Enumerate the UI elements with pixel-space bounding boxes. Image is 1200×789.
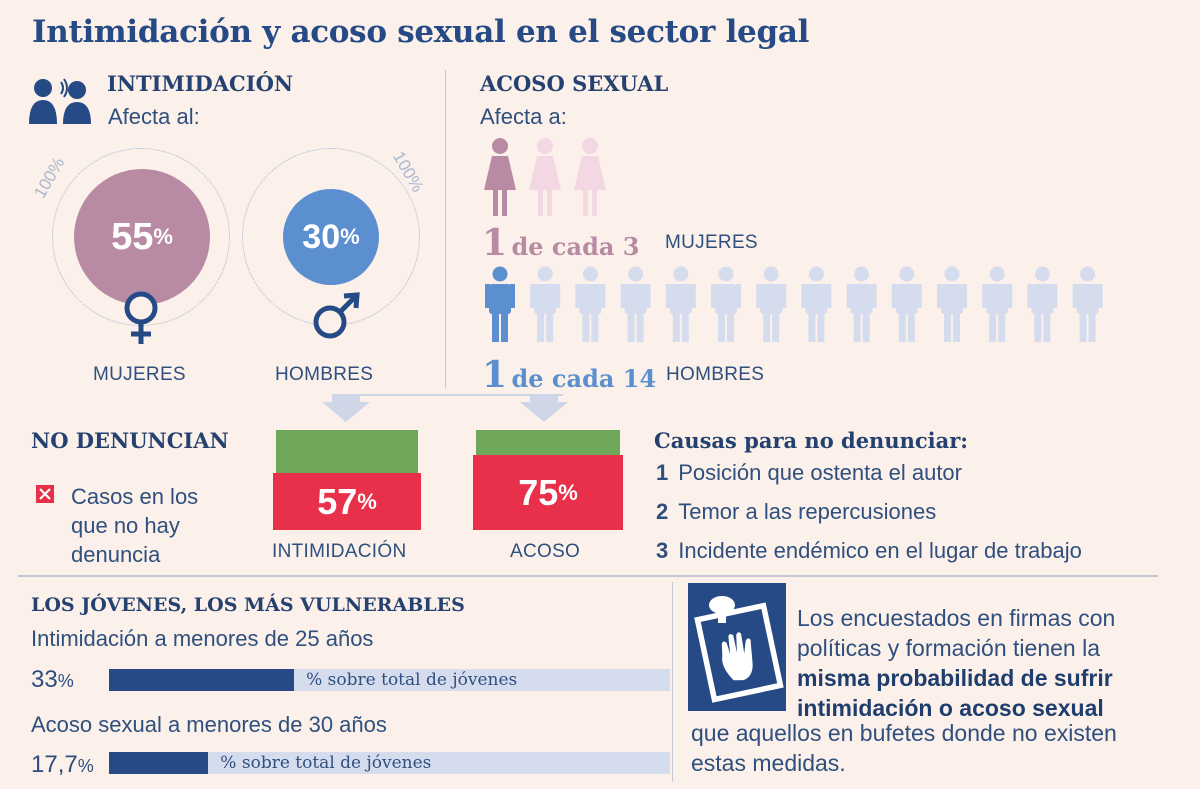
pinned-note-icon [688, 583, 786, 711]
people-talking-icon [29, 78, 91, 124]
cause-item: 2 Temor a las repercusiones [656, 499, 936, 525]
man-figure-icon [711, 266, 741, 342]
women-pct-value: 55 [111, 215, 154, 258]
men-ratio-num: 1 [482, 354, 508, 396]
women-ratio-text: de cada 3 [511, 232, 640, 261]
women-ratio: 1 de cada 3 [482, 222, 639, 264]
row2-value-num: 17,7 [31, 751, 78, 778]
box-text-right: Los encuestados en firmas con políticas … [797, 603, 1115, 723]
bar-no-denuncia: 57% [273, 473, 421, 530]
divider-vertical-top [445, 70, 446, 388]
cause-num: 1 [656, 460, 669, 485]
man-figure-icon [530, 266, 561, 342]
legend-line: denuncia [71, 542, 161, 567]
men-pct-value: 30 [302, 217, 341, 256]
legend-line: que no hay [71, 513, 180, 538]
cross-legend-icon [36, 485, 54, 503]
bar-value: 57 [317, 480, 358, 522]
box-line: Los encuestados en firmas con [797, 605, 1116, 631]
box-line: que aquellos en bufetes donde no existen [691, 720, 1117, 746]
women-figures [484, 138, 606, 216]
man-figure-icon [982, 266, 1013, 342]
jovenes-row2-title: Acoso sexual a menores de 30 años [31, 712, 387, 737]
men-pct-circle: 30% [283, 189, 379, 285]
man-figure-icon [801, 266, 832, 342]
woman-figure-icon [484, 138, 516, 216]
divider-vertical-bottom [672, 582, 673, 782]
jovenes-heading: LOS JÓVENES, LOS MÁS VULNERABLES [31, 594, 465, 616]
man-figure-icon [665, 266, 696, 342]
no-denuncian-heading: NO DENUNCIAN [31, 428, 229, 453]
man-figure-icon [756, 266, 787, 342]
row1-value-num: 33 [31, 666, 58, 693]
man-figure-icon [575, 266, 606, 342]
bar-unit: % [558, 479, 578, 505]
intimidacion-women-label: MUJERES [93, 364, 186, 385]
female-symbol-icon [124, 291, 158, 344]
jovenes-row1-value: 33% [31, 666, 74, 694]
bar-unit: % [357, 488, 377, 514]
woman-figure-icon [574, 138, 606, 216]
woman-figure-icon [529, 138, 561, 216]
row2-bar-bg [109, 752, 670, 774]
cause-item: 1 Posición que ostenta el autor [656, 460, 962, 486]
cause-num: 2 [656, 499, 669, 524]
acoso-heading: ACOSO SEXUAL [480, 71, 669, 96]
women-pct-unit: % [153, 224, 173, 249]
intimidacion-affects: Afecta al: [108, 104, 200, 129]
men-pct-unit: % [340, 224, 360, 249]
cause-text: Posición que ostenta el autor [678, 460, 962, 485]
box-text-bottom: que aquellos en bufetes donde no existen… [691, 718, 1117, 778]
page-title: Intimidación y acoso sexual en el sector… [32, 14, 810, 50]
row2-bar-note: % sobre total de jóvenes [220, 753, 432, 773]
causas-heading: Causas para no denunciar: [654, 428, 969, 453]
row1-bar-note: % sobre total de jóvenes [306, 670, 518, 690]
man-figure-icon [1027, 266, 1058, 342]
box-line: estas medidas. [691, 750, 846, 776]
man-figure-icon [620, 266, 651, 342]
legend-line: Casos en los [71, 484, 199, 509]
connector-line [345, 394, 563, 396]
men-ratio: 1 de cada 14 [482, 354, 656, 396]
cause-text: Incidente endémico en el lugar de trabaj… [678, 538, 1082, 563]
man-figure-icon [1072, 266, 1103, 342]
male-symbol-icon [313, 292, 360, 339]
women-ratio-num: 1 [482, 222, 508, 264]
acoso-women-label: MUJERES [665, 232, 758, 253]
bar2-label: ACOSO [510, 541, 581, 562]
acoso-men-label: HOMBRES [666, 364, 765, 385]
acoso-affects: Afecta a: [480, 104, 567, 129]
row2-value-unit: % [77, 756, 94, 776]
row1-value-unit: % [57, 671, 74, 691]
man-figure-icon [846, 266, 877, 342]
down-arrow-icon [520, 394, 568, 422]
legend-text: Casos en los que no hay denuncia [71, 482, 198, 569]
cause-item: 3 Incidente endémico en el lugar de traba… [656, 538, 1082, 564]
bar1-label: INTIMIDACIÓN [272, 541, 407, 562]
man-figure-icon [485, 266, 515, 342]
men-ratio-text: de cada 14 [511, 364, 657, 393]
divider-horizontal [18, 575, 1158, 577]
cause-text: Temor a las repercusiones [678, 499, 937, 524]
jovenes-row2-value: 17,7% [31, 751, 94, 779]
row1-bar-fill [109, 669, 295, 691]
cause-num: 3 [656, 538, 669, 563]
man-figure-icon [937, 266, 967, 342]
men-figures [485, 266, 1103, 342]
intimidacion-heading: INTIMIDACIÓN [107, 71, 294, 96]
intimidacion-men-label: HOMBRES [275, 364, 374, 385]
women-pct-circle: 55% [74, 169, 210, 305]
jovenes-row1-title: Intimidación a menores de 25 años [31, 626, 374, 651]
down-arrow-icon [322, 394, 370, 422]
box-line-bold: intimidación o acoso sexual [797, 695, 1104, 721]
bar-no-denuncia: 75% [473, 455, 623, 530]
box-line-bold: misma probabilidad de sufrir [797, 665, 1113, 691]
bar-value: 75 [518, 471, 559, 513]
box-line: políticas y formación tienen la [797, 635, 1100, 661]
man-figure-icon [891, 266, 922, 342]
row2-bar-fill [109, 752, 209, 774]
